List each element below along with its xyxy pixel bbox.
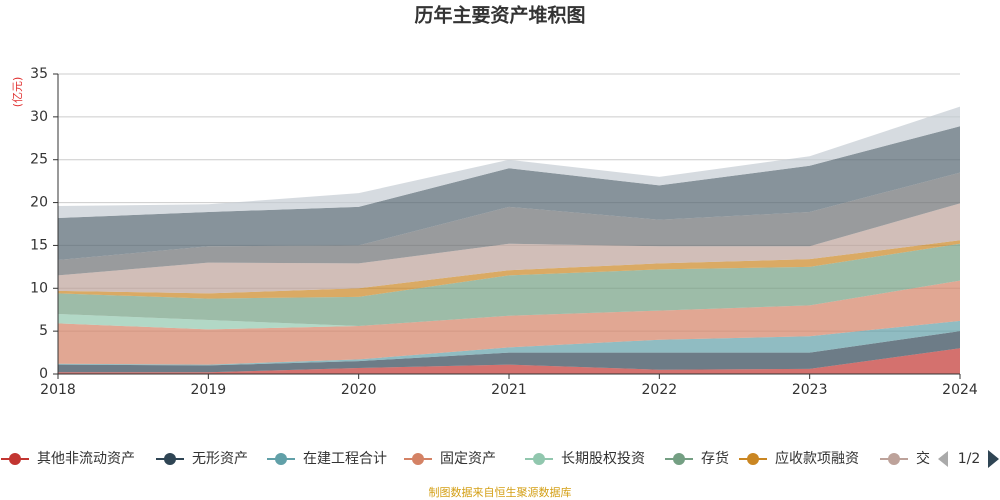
area: [58, 243, 960, 326]
area: [58, 126, 960, 261]
y-tick-label: 30: [30, 109, 48, 125]
area: [58, 203, 960, 294]
legend-swatch[interactable]: [888, 453, 900, 465]
legend-label[interactable]: 其他非流动资产: [37, 451, 135, 467]
legend-next[interactable]: [988, 450, 999, 468]
legend-swatch[interactable]: [9, 453, 21, 465]
y-tick-label: 15: [30, 237, 48, 253]
y-tick-label: 10: [30, 280, 48, 296]
area: [58, 172, 960, 276]
legend-swatch[interactable]: [164, 453, 176, 465]
y-tick-label: 20: [30, 195, 48, 211]
area: [58, 280, 960, 365]
area: [58, 348, 960, 374]
x-tick-label: 2024: [942, 382, 978, 398]
area: [58, 106, 960, 218]
area: [58, 320, 960, 366]
area: [58, 331, 960, 373]
x-tick-label: 2019: [191, 382, 227, 398]
chart-title: 历年主要资产堆积图: [414, 4, 585, 27]
y-tick-label: 0: [39, 366, 48, 382]
legend-swatch[interactable]: [673, 453, 685, 465]
x-tick-label: 2020: [341, 382, 377, 398]
y-unit: (亿元): [11, 77, 24, 108]
y-tick-label: 25: [30, 152, 48, 168]
y-tick-label: 5: [39, 323, 48, 339]
x-tick-label: 2023: [792, 382, 828, 398]
area: [58, 240, 960, 299]
legend-label[interactable]: 长期股权投资: [561, 451, 645, 467]
legend: 其他非流动资产 无形资产 在建工程合计 固定资产 长期股权投资 存货 应收款项融资 交易性金融…: [1, 450, 1000, 467]
legend-label[interactable]: 交易性金融资产: [916, 450, 1000, 467]
area: [58, 280, 960, 330]
legend-page: 1/2: [958, 451, 981, 467]
legend-label[interactable]: 应收款项融资: [775, 450, 859, 467]
legend-swatch[interactable]: [533, 453, 545, 465]
legend-swatch[interactable]: [412, 453, 424, 465]
source-note: 制图数据来自恒生聚源数据库: [429, 485, 572, 499]
legend-prev[interactable]: [938, 451, 948, 467]
x-tick-label: 2021: [491, 382, 527, 398]
legend-swatch[interactable]: [275, 453, 287, 465]
x-tick-label: 2022: [642, 382, 678, 398]
legend-swatch[interactable]: [747, 453, 759, 465]
x-tick-label: 2018: [40, 382, 76, 398]
y-tick-label: 35: [30, 66, 48, 82]
legend-label[interactable]: 固定资产: [440, 451, 496, 467]
legend-label[interactable]: 存货: [701, 450, 729, 467]
legend-label[interactable]: 在建工程合计: [303, 451, 387, 467]
legend-label[interactable]: 无形资产: [192, 451, 248, 467]
